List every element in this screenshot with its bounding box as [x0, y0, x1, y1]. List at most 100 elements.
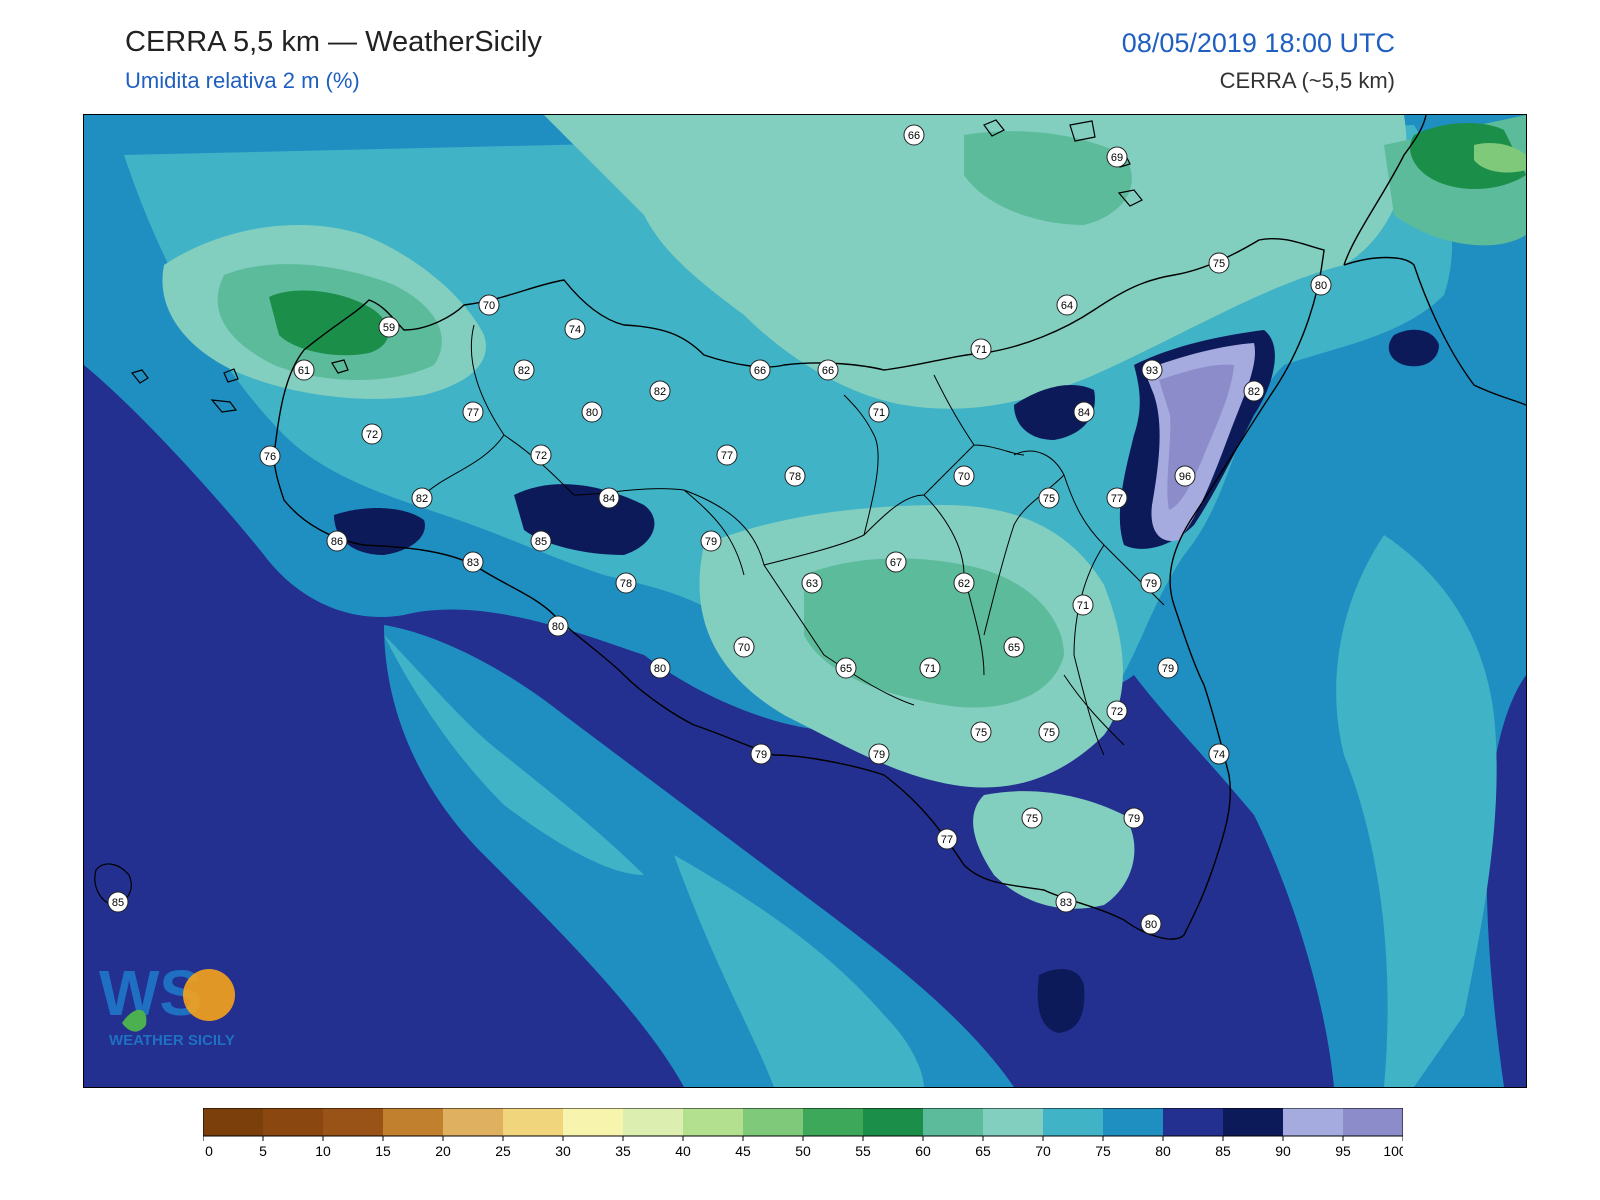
colorbar-swatch [323, 1108, 384, 1136]
station-dot [462, 551, 484, 573]
station-dot [749, 359, 771, 381]
station-value: 79 [1128, 813, 1140, 825]
colorbar-tick-label: 80 [1155, 1143, 1171, 1159]
field-70-75-west [384, 635, 644, 875]
station-dot [1106, 487, 1128, 509]
station-dot [1208, 252, 1230, 274]
station-value: 70 [958, 471, 970, 483]
station-dot [1208, 743, 1230, 765]
colorbar-swatch [863, 1108, 924, 1136]
station-marker: 66 [749, 359, 771, 381]
station-dot [1056, 294, 1078, 316]
station-dot [1174, 465, 1196, 487]
colorbar-tick-label: 25 [495, 1143, 511, 1159]
station-dot [868, 743, 890, 765]
station-value: 84 [1078, 407, 1090, 419]
station-value: 82 [1248, 386, 1260, 398]
station-dot [1123, 807, 1145, 829]
colorbar-swatches [203, 1108, 1403, 1136]
station-dot [970, 721, 992, 743]
station-marker: 79 [750, 743, 772, 765]
logo-leaf-icon [122, 1009, 147, 1032]
station-value: 78 [620, 578, 632, 590]
station-value: 65 [840, 663, 852, 675]
colorbar-swatch [1283, 1108, 1344, 1136]
station-marker: 71 [919, 657, 941, 679]
station-marker: 80 [649, 657, 671, 679]
station-dot [1003, 636, 1025, 658]
colorbar-tick-label: 0 [205, 1143, 213, 1159]
station-marker: 77 [716, 444, 738, 466]
field-65-70 [544, 115, 1407, 409]
field-55-60-northeast [1410, 123, 1526, 190]
station-dot [478, 294, 500, 316]
station-value: 93 [1146, 365, 1158, 377]
colorbar-swatch [383, 1108, 444, 1136]
station-value: 79 [1162, 663, 1174, 675]
station-marker: 76 [259, 445, 281, 467]
station-value: 79 [705, 536, 717, 548]
station-dot [547, 615, 569, 637]
station-value: 84 [603, 493, 615, 505]
station-value: 82 [654, 386, 666, 398]
station-marker: 71 [868, 401, 890, 423]
station-dot [649, 657, 671, 679]
station-dot [953, 465, 975, 487]
station-dot [259, 445, 281, 467]
station-marker: 77 [462, 401, 484, 423]
station-marker: 82 [411, 487, 433, 509]
colorbar-swatch [263, 1108, 324, 1136]
station-value: 75 [1043, 493, 1055, 505]
weathersicily-logo: WS WEATHER SICILY [99, 957, 235, 1049]
station-marker: 82 [1243, 380, 1265, 402]
station-value: 75 [1213, 258, 1225, 270]
station-dot [462, 401, 484, 423]
colorbar-tick-label: 95 [1335, 1143, 1351, 1159]
station-dot [598, 487, 620, 509]
station-marker: 63 [801, 572, 823, 594]
station-dot [1243, 380, 1265, 402]
station-dot [700, 530, 722, 552]
station-marker: 70 [478, 294, 500, 316]
station-dot [1072, 594, 1094, 616]
station-marker: 74 [564, 318, 586, 340]
variable-subtitle: Umidita relativa 2 m (%) [125, 68, 360, 93]
colorbar-tick-label: 85 [1215, 1143, 1231, 1159]
station-value: 72 [366, 429, 378, 441]
station-dot [868, 401, 890, 423]
colorbar-tick-label: 90 [1275, 1143, 1291, 1159]
station-marker: 83 [1055, 891, 1077, 913]
colorbar-tick-label: 20 [435, 1143, 451, 1159]
station-value: 79 [1145, 578, 1157, 590]
station-value: 70 [738, 642, 750, 654]
colorbar-swatch [803, 1108, 864, 1136]
station-marker: 84 [598, 487, 620, 509]
colorbar-swatch [1163, 1108, 1224, 1136]
sicily-coastline [273, 237, 1325, 940]
station-value: 80 [552, 621, 564, 633]
field-50-55-northeast [1474, 143, 1526, 173]
colorbar-swatch [1223, 1108, 1284, 1136]
station-dot [1106, 700, 1128, 722]
station-dot [361, 423, 383, 445]
station-value: 85 [112, 897, 124, 909]
colorbar-tick-label: 55 [855, 1143, 871, 1159]
field-85-90-east [1388, 329, 1439, 367]
humidity-map: 66 69 75 80 64 70 74 59 61 82 66 66 71 93 82 82 77 80 84 71… [83, 114, 1527, 1088]
station-value: 78 [789, 471, 801, 483]
station-dot [801, 572, 823, 594]
station-marker: 64 [1056, 294, 1078, 316]
colorbar-tick-label: 45 [735, 1143, 751, 1159]
station-dot [817, 359, 839, 381]
field-85-90-sea [1037, 969, 1085, 1033]
station-value: 72 [1111, 706, 1123, 718]
station-value: 77 [941, 834, 953, 846]
station-marker: 78 [784, 465, 806, 487]
station-marker: 84 [1073, 401, 1095, 423]
colorbar-swatch [623, 1108, 684, 1136]
colorbar-tick-label: 60 [915, 1143, 931, 1159]
station-value: 66 [908, 130, 920, 142]
station-value: 77 [721, 450, 733, 462]
station-marker: 80 [581, 401, 603, 423]
station-value: 82 [518, 365, 530, 377]
